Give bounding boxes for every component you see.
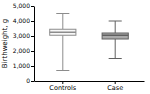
box-body	[102, 33, 128, 39]
y-tick-label: 0	[26, 77, 30, 84]
x-tick-label: Controls	[49, 84, 76, 92]
upper-whisker	[62, 14, 63, 30]
lower-whisker	[115, 39, 116, 59]
lower-whisker	[62, 35, 63, 70]
box	[102, 21, 128, 59]
upper-cap	[56, 13, 69, 14]
y-tick: 2,000	[13, 47, 34, 54]
chart-svg: 0 1,000 2,000 3,000 4,000 5,000 Controls Case Bi…	[0, 0, 150, 94]
x-axis: Controls Case	[35, 81, 145, 92]
upper-whisker	[115, 21, 116, 33]
box	[50, 14, 76, 71]
y-tick: 1,000	[13, 62, 34, 69]
y-tick-mark	[31, 21, 34, 22]
x-axis-line	[35, 81, 145, 82]
y-tick-mark	[31, 36, 34, 37]
y-tick-mark	[31, 51, 34, 52]
y-tick-label: 4,000	[13, 17, 30, 24]
y-tick: 4,000	[13, 17, 34, 24]
y-tick: 5,000	[13, 2, 34, 9]
upper-cap	[109, 21, 122, 22]
y-tick-mark	[31, 6, 34, 7]
y-axis: 0 1,000 2,000 3,000 4,000 5,000	[13, 2, 35, 84]
y-tick-label: 3,000	[13, 32, 30, 39]
plot-area: 0 1,000 2,000 3,000 4,000 5,000 Controls Case Bi…	[1, 2, 145, 91]
lower-cap	[56, 70, 69, 71]
y-tick-mark	[31, 66, 34, 67]
marks	[50, 14, 129, 71]
y-tick-mark	[31, 81, 34, 82]
x-tick: Controls	[49, 81, 76, 92]
box-body	[50, 29, 76, 35]
y-axis-line	[34, 7, 35, 82]
y-tick: 3,000	[13, 32, 34, 39]
mean-line	[50, 32, 76, 34]
lower-cap	[109, 58, 122, 59]
x-tick: Case	[107, 81, 123, 92]
y-tick-label: 1,000	[13, 62, 30, 69]
y-axis-title: Birthweight, g	[1, 19, 9, 68]
y-tick: 0	[26, 77, 34, 84]
y-tick-label: 5,000	[13, 2, 30, 9]
mean-line	[102, 35, 128, 37]
x-tick-label: Case	[107, 84, 123, 92]
y-tick-label: 2,000	[13, 47, 30, 54]
